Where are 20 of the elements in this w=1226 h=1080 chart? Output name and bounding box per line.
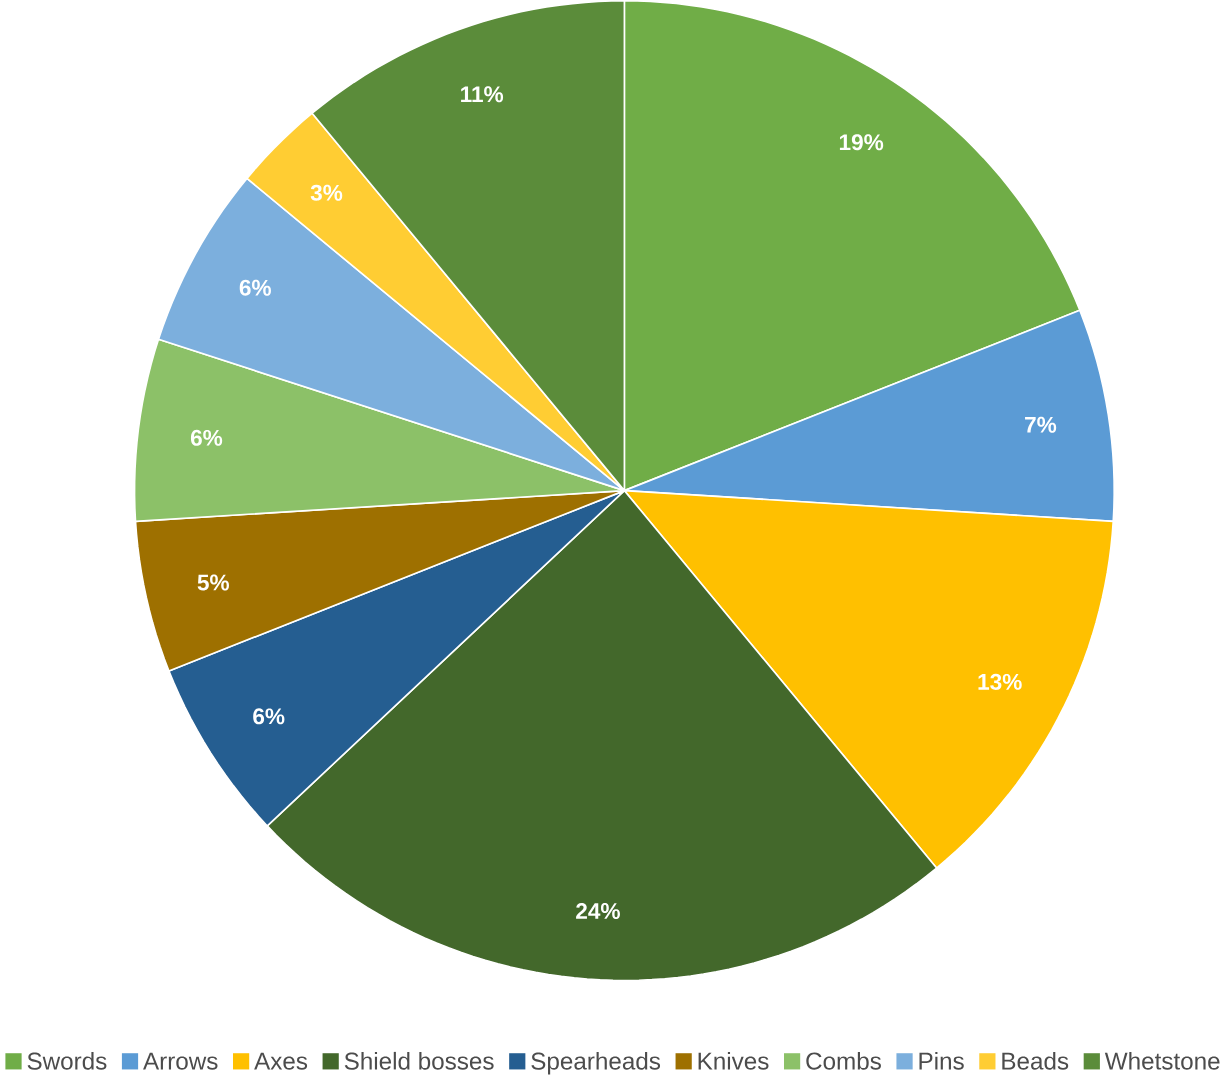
data-label: 6% bbox=[239, 279, 271, 296]
legend-label: Swords bbox=[27, 1051, 107, 1070]
data-label: 24% bbox=[576, 903, 620, 920]
legend-label: Pins bbox=[919, 1051, 964, 1070]
legend-label: Shield bosses bbox=[344, 1051, 494, 1070]
data-label: 6% bbox=[190, 429, 223, 446]
data-label: 7% bbox=[1025, 416, 1057, 433]
legend-label: Arrows bbox=[143, 1052, 218, 1070]
data-label: 3% bbox=[310, 184, 343, 201]
legend-label: Spearheads bbox=[531, 1051, 661, 1075]
legend-label: Beads bbox=[1002, 1051, 1069, 1070]
data-label: 6% bbox=[253, 708, 285, 725]
data-label: 13% bbox=[978, 673, 1022, 690]
data-label: 5% bbox=[197, 574, 229, 591]
legend-label: Whetstone bbox=[1104, 1051, 1220, 1070]
data-label: 11% bbox=[461, 86, 504, 103]
legend-label: Combs bbox=[806, 1051, 881, 1070]
legend-label: Knives bbox=[698, 1051, 769, 1070]
legend-label: Axes bbox=[254, 1052, 308, 1070]
data-label: 19% bbox=[839, 134, 884, 151]
